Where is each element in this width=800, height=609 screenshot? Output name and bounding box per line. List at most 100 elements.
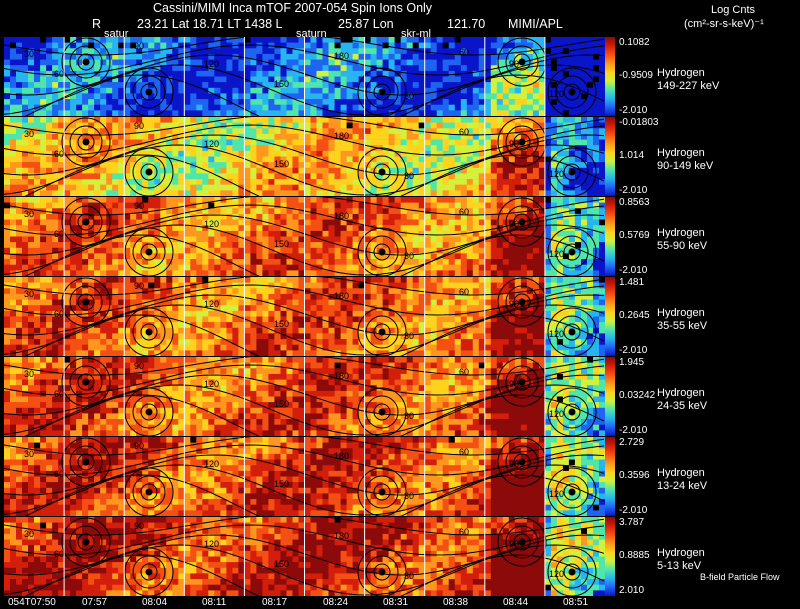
species-label: Hydrogen (657, 547, 705, 559)
contour-label: 30 (24, 369, 34, 379)
contour-label: 30 (404, 251, 414, 261)
contour-label: 120 (549, 329, 564, 339)
contour-label: 120 (204, 299, 219, 309)
contour-label: 60 (459, 287, 469, 297)
energy-panel-4: 30 60 90 120 150 180 30 60 90 120 (4, 277, 605, 356)
species-label: Hydrogen (657, 67, 705, 79)
colorbar-mid: 0.03242 (619, 390, 656, 401)
energy-panel-6: 30 60 90 120 150 180 30 60 90 120 (4, 437, 605, 516)
contour-label: 120 (204, 379, 219, 389)
contour-label: 90 (134, 521, 144, 531)
colorbar-min: -2.010 (619, 505, 648, 516)
contour-label: 120 (549, 489, 564, 499)
contour-label: 150 (274, 79, 289, 89)
contour-label: 30 (24, 449, 34, 459)
contour-label: 60 (54, 149, 64, 159)
contour-label: 150 (274, 399, 289, 409)
colorbar-2 (605, 117, 615, 196)
contour-label: 120 (549, 169, 564, 179)
colorbar-mid: 0.5769 (619, 230, 650, 241)
contour-label: 30 (404, 491, 414, 501)
colorbar-min: 2.010 (619, 585, 645, 596)
heatmap-5: 30 60 90 120 150 180 30 60 90 120 (4, 357, 605, 436)
colorbar-1 (605, 37, 615, 116)
energy-panel-1: 30 60 90 120 150 180 30 60 90 120 (4, 37, 605, 116)
energy-label: 55-90 keV (657, 240, 708, 252)
colorbar-max: 0.8563 (619, 197, 650, 208)
contour-label: 90 (134, 201, 144, 211)
colorbar-min: -2.010 (619, 425, 648, 436)
contour-label: 60 (54, 549, 64, 559)
contour-label: 60 (54, 69, 64, 79)
colorbar-max: 0.1082 (619, 37, 650, 48)
colorbar-max: 2.729 (619, 437, 645, 448)
position-info: 23.21 Lat 18.71 LT 1438 L (137, 17, 283, 31)
energy-label: 24-35 keV (657, 400, 708, 412)
contour-label: 180 (334, 291, 349, 301)
contour-label: 180 (334, 211, 349, 221)
colorbar-6 (605, 437, 615, 516)
energy-panel-7: 30 60 90 120 150 180 30 60 90 120 (4, 517, 605, 596)
contour-label: 90 (509, 459, 519, 469)
contour-label: 60 (459, 527, 469, 537)
contour-label: 90 (509, 379, 519, 389)
x-tick-label: 08:38 (443, 597, 469, 608)
contour-label: 120 (204, 459, 219, 469)
contour-label: 30 (24, 49, 34, 59)
colorbar-min: -2.010 (619, 265, 648, 276)
contour-label: 90 (509, 59, 519, 69)
species-label: Hydrogen (657, 307, 705, 319)
colorbar-3 (605, 197, 615, 276)
contour-label: 90 (134, 441, 144, 451)
energy-panel-2: 30 60 90 120 150 180 30 60 90 120 (4, 117, 605, 196)
heatmap-7: 30 60 90 120 150 180 30 60 90 120 (4, 517, 605, 596)
contour-label: 60 (459, 47, 469, 57)
contour-label: 120 (549, 569, 564, 579)
contour-label: 180 (334, 131, 349, 141)
contour-label: 90 (134, 281, 144, 291)
species-label: Hydrogen (657, 227, 705, 239)
footer-label: B-field Particle Flow (700, 572, 780, 582)
contour-label: 90 (134, 121, 144, 131)
contour-label: 60 (459, 367, 469, 377)
colorbar-mid: 0.3596 (619, 470, 650, 481)
heatmap-4: 30 60 90 120 150 180 30 60 90 120 (4, 277, 605, 356)
heatmap-2: 30 60 90 120 150 180 30 60 90 120 (4, 117, 605, 196)
contour-label: 60 (459, 207, 469, 217)
colorbar-mid: -0.9509 (619, 70, 653, 81)
contour-label: 120 (204, 59, 219, 69)
contour-label: 150 (274, 239, 289, 249)
x-tick-label: 054T07:50 (8, 597, 56, 608)
heatmap-1: 30 60 90 120 150 180 30 60 90 120 (4, 37, 605, 116)
contour-label: 150 (274, 559, 289, 569)
contour-label: 30 (404, 571, 414, 581)
colorbar-mid: 0.2645 (619, 310, 650, 321)
contour-label: 30 (404, 411, 414, 421)
x-tick-label: 08:04 (142, 597, 168, 608)
contour-label: 180 (334, 531, 349, 541)
contour-label: 120 (549, 409, 564, 419)
contour-label: 30 (404, 331, 414, 341)
contour-label: 180 (334, 451, 349, 461)
units-line2: (cm²-sr-s-keV)⁻¹ (684, 18, 764, 30)
contour-label: 90 (134, 41, 144, 51)
colorbar-min: -2.010 (619, 105, 648, 116)
x-tick-label: 08:11 (202, 597, 227, 608)
contour-label: 150 (274, 479, 289, 489)
contour-label: 120 (549, 89, 564, 99)
contour-label: 60 (459, 447, 469, 457)
contour-label: 120 (204, 539, 219, 549)
colorbar-4 (605, 277, 615, 356)
lon-label: 25.87 Lon (338, 17, 394, 31)
contour-label: 30 (404, 91, 414, 101)
contour-label: 150 (274, 159, 289, 169)
contour-label: 60 (54, 309, 64, 319)
species-label: Hydrogen (657, 147, 705, 159)
energy-panel-5: 30 60 90 120 150 180 30 60 90 120 (4, 357, 605, 436)
species-label: Hydrogen (657, 467, 705, 479)
colorbar-7 (605, 517, 615, 596)
energy-label: 5-13 keV (657, 560, 702, 572)
r-label: R (92, 17, 102, 31)
contour-label: 90 (509, 139, 519, 149)
